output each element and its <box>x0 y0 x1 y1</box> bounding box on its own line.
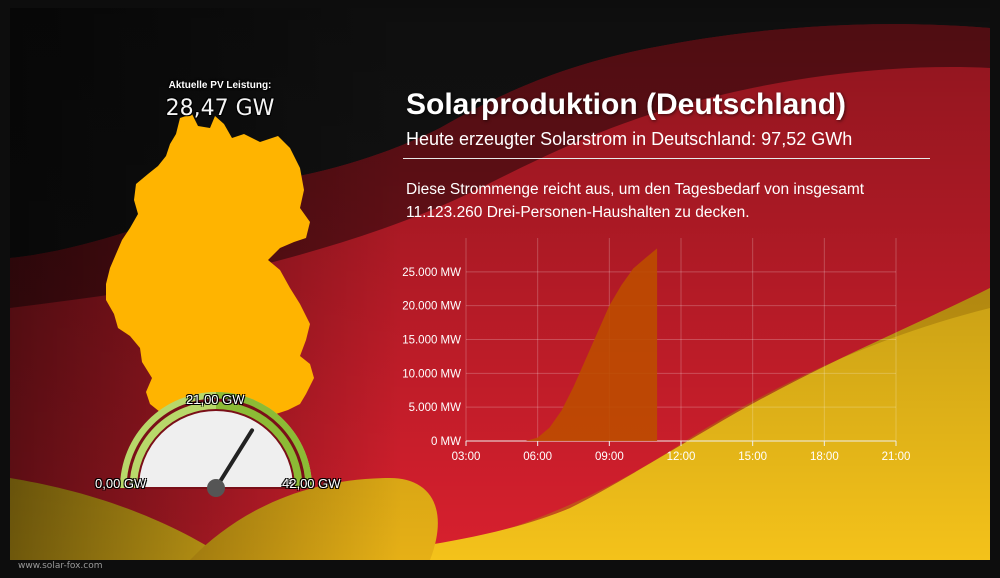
x-tick-label: 03:00 <box>452 451 481 463</box>
daily-energy: Heute erzeugter Solarstrom in Deutschlan… <box>406 129 853 149</box>
pv-label: Aktuelle PV Leistung: <box>168 80 272 91</box>
solar-chart: 03:00 06:00 09:00 12:00 15:00 18:00 21:00 0 MW… <box>402 238 911 463</box>
screen: 03:00 06:00 09:00 12:00 15:00 18:00 21:00 0 MW… <box>10 8 990 560</box>
y-tick-label: 5.000 MW <box>409 402 462 414</box>
x-tick-label: 21:00 <box>882 451 911 463</box>
x-tick-label: 12:00 <box>667 451 696 463</box>
x-tick-label: 18:00 <box>810 451 839 463</box>
divider <box>403 158 930 159</box>
x-tick-label: 06:00 <box>523 451 552 463</box>
power-gauge <box>120 392 312 497</box>
y-tick-label: 0 MW <box>431 436 461 448</box>
households-description: Diese Strommenge reicht aus, um den Tage… <box>406 181 865 221</box>
page-title: Solarproduktion (Deutschland) <box>406 88 847 121</box>
y-tick-label: 20.000 MW <box>402 301 461 313</box>
germany-map <box>106 114 314 420</box>
gauge-mid-label: 21,00 GW <box>186 392 245 407</box>
production-area <box>525 248 658 441</box>
pv-value: 28,47 GW <box>165 96 275 121</box>
x-tick-label: 15:00 <box>738 451 767 463</box>
y-tick-label: 15.000 MW <box>402 335 461 347</box>
gauge-max-label: 42,00 GW <box>282 476 341 491</box>
footer-url: www.solar-fox.com <box>18 561 103 571</box>
x-tick-label: 09:00 <box>595 451 624 463</box>
gauge-min-label: 0,00 GW <box>95 476 147 491</box>
gauge-needle <box>214 428 255 490</box>
y-tick-label: 10.000 MW <box>402 368 461 380</box>
y-tick-label: 25.000 MW <box>402 267 461 279</box>
